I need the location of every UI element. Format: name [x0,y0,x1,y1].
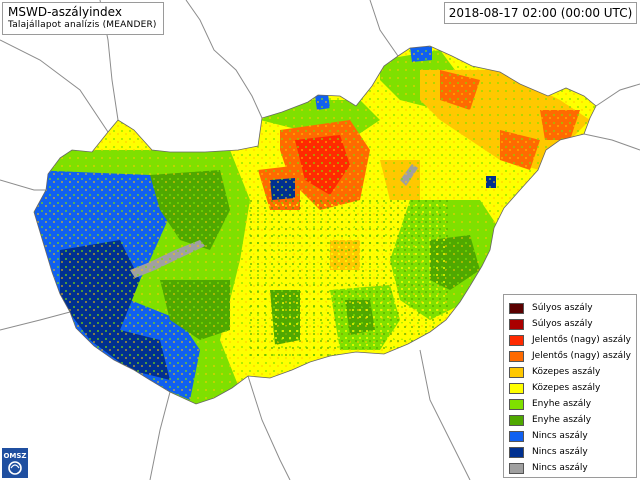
legend-item: Közepes aszály [509,364,632,380]
legend-swatch [509,334,524,346]
legend-item: Nincs aszály [509,444,632,460]
map-title: MSWD-aszályindex [8,5,122,19]
legend-label: Jelentős (nagy) aszály [532,335,631,345]
legend-label: Enyhe aszály [532,399,592,409]
legend-swatch [509,462,524,474]
legend-swatch [509,318,524,330]
legend-item: Jelentős (nagy) aszály [509,332,632,348]
legend: Súlyos aszály Súlyos aszály Jelentős (na… [503,294,637,478]
legend-item: Súlyos aszály [509,300,632,316]
title-box: MSWD-aszályindex Talajállapot analízis (… [2,2,164,35]
legend-label: Közepes aszály [532,367,601,377]
svg-text:OMSZ: OMSZ [3,452,26,460]
legend-label: Súlyos aszály [532,303,593,313]
legend-label: Nincs aszály [532,447,588,457]
legend-label: Jelentős (nagy) aszály [532,351,631,361]
legend-swatch [509,414,524,426]
legend-item: Közepes aszály [509,380,632,396]
legend-swatch [509,398,524,410]
legend-swatch [509,302,524,314]
legend-item: Nincs aszály [509,460,632,476]
map-subtitle: Talajállapot analízis (MEANDER) [8,20,157,30]
legend-item: Jelentős (nagy) aszály [509,348,632,364]
datetime-label: 2018-08-17 02:00 (00:00 UTC) [444,2,637,24]
legend-item: Nincs aszály [509,428,632,444]
legend-swatch [509,382,524,394]
legend-item: Enyhe aszály [509,396,632,412]
legend-label: Nincs aszály [532,463,588,473]
hungary-border [33,45,597,405]
legend-label: Nincs aszály [532,431,588,441]
omsz-logo: OMSZ [2,448,28,478]
legend-swatch [509,350,524,362]
legend-swatch [509,430,524,442]
legend-label: Súlyos aszály [532,319,593,329]
legend-swatch [509,366,524,378]
legend-label: Közepes aszály [532,383,601,393]
legend-item: Enyhe aszály [509,412,632,428]
legend-item: Súlyos aszály [509,316,632,332]
legend-swatch [509,446,524,458]
legend-label: Enyhe aszály [532,415,592,425]
